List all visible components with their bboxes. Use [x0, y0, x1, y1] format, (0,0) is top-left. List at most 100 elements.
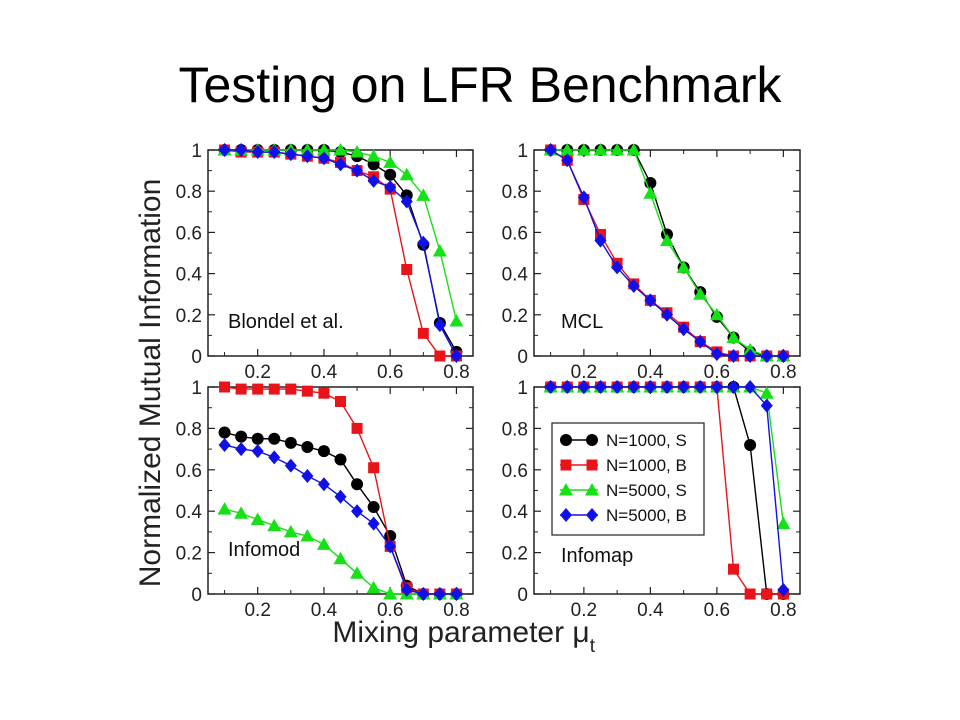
- data-point: [694, 380, 707, 394]
- data-point: [561, 380, 574, 394]
- legend-entry: N=1000, S: [606, 431, 687, 450]
- data-point: [367, 516, 380, 531]
- y-tick-label: 0: [191, 347, 202, 368]
- data-point: [368, 462, 380, 474]
- data-point: [384, 539, 397, 554]
- panel-label: Infomap: [561, 545, 633, 567]
- x-tick-label: 0.6: [704, 362, 730, 383]
- data-point: [661, 380, 673, 394]
- data-point: [283, 524, 298, 538]
- y-tick-label: 0.8: [502, 419, 528, 440]
- data-point: [710, 380, 723, 394]
- data-point: [660, 233, 674, 247]
- data-point: [318, 387, 330, 399]
- data-point: [759, 386, 774, 399]
- x-tick-label: 0.6: [377, 362, 403, 383]
- x-tick-label: 0.8: [770, 600, 796, 621]
- data-point: [627, 278, 640, 293]
- data-point: [367, 173, 380, 188]
- data-point: [726, 330, 741, 343]
- data-point: [399, 167, 414, 181]
- data-point: [351, 163, 364, 178]
- data-point: [416, 188, 431, 201]
- data-point: [576, 143, 591, 156]
- data-point: [251, 444, 264, 459]
- series-3: [544, 380, 790, 597]
- data-point: [594, 233, 607, 248]
- data-point: [561, 153, 574, 168]
- legend-entry: N=1000, B: [606, 456, 687, 475]
- y-tick-label: 0.8: [176, 182, 202, 203]
- y-tick-label: 0.6: [502, 223, 528, 244]
- data-point: [644, 293, 657, 308]
- data-point: [218, 143, 231, 157]
- y-tick-label: 0.6: [502, 461, 528, 482]
- data-point: [417, 587, 430, 601]
- panel-0: 0 0.2 0.4 0.6 0.8 1 0.2 0.4 0.6 0.8 Blondel et al.: [176, 141, 474, 383]
- data-point: [284, 436, 297, 449]
- data-point: [450, 349, 463, 363]
- data-point: [450, 587, 463, 601]
- y-tick-label: 0.8: [176, 419, 202, 440]
- data-point: [334, 453, 347, 466]
- data-point: [367, 501, 380, 514]
- legend-marker: [585, 483, 599, 496]
- data-point: [301, 469, 314, 484]
- x-tick-label: 0.4: [311, 362, 338, 383]
- data-point: [434, 350, 446, 362]
- data-point: [709, 307, 724, 321]
- x-axis-title-main: Mixing parameter μ: [332, 616, 589, 649]
- data-point: [268, 450, 281, 465]
- y-tick-label: 1: [517, 141, 528, 162]
- data-point: [351, 504, 364, 519]
- data-point: [676, 260, 691, 273]
- data-point: [744, 380, 757, 394]
- legend-entry: N=5000, S: [606, 481, 687, 500]
- data-point: [384, 168, 397, 181]
- data-point: [611, 380, 624, 394]
- y-tick-label: 0.4: [502, 502, 529, 523]
- data-point: [334, 489, 347, 504]
- legend-marker: [586, 434, 598, 446]
- y-tick-label: 1: [517, 378, 528, 399]
- data-point: [251, 145, 264, 160]
- data-point: [235, 143, 248, 157]
- data-point: [627, 380, 640, 394]
- data-point: [366, 149, 381, 162]
- panel-label: Infomod: [228, 539, 300, 561]
- data-point: [333, 551, 348, 565]
- data-point: [760, 349, 773, 363]
- data-point: [300, 529, 315, 542]
- x-axis-title-sub: t: [590, 636, 596, 657]
- x-tick-label: 0.8: [443, 362, 469, 383]
- data-point: [643, 186, 658, 199]
- data-point: [317, 445, 330, 458]
- data-point: [777, 582, 790, 597]
- y-tick-label: 0.6: [176, 223, 202, 244]
- data-point: [760, 398, 773, 413]
- data-point: [401, 263, 413, 275]
- data-point: [433, 587, 446, 601]
- data-point: [285, 383, 297, 395]
- x-tick-label: 0.2: [571, 362, 597, 383]
- y-tick-label: 0.2: [176, 306, 202, 327]
- data-point: [317, 477, 330, 492]
- y-tick-label: 0: [517, 585, 528, 606]
- panel-label: MCL: [561, 311, 603, 333]
- data-point: [593, 143, 608, 156]
- data-point: [366, 580, 381, 594]
- panel-3: 0 0.2 0.4 0.6 0.8 1 0.2 0.4 0.6 0.8 Infomap N=1000,…: [502, 378, 801, 621]
- panel-2: 0 0.2 0.4 0.6 0.8 1 0.2 0.4 0.6 0.8 Infomod: [176, 378, 474, 621]
- x-tick-label: 0.8: [443, 600, 469, 621]
- data-point: [252, 383, 264, 395]
- x-tick-label: 0.4: [311, 600, 338, 621]
- data-point: [351, 422, 363, 434]
- data-point: [433, 318, 446, 333]
- x-tick-label: 0.4: [637, 600, 664, 621]
- data-point: [417, 235, 430, 250]
- x-tick-label: 0.2: [571, 600, 597, 621]
- data-point: [560, 143, 575, 156]
- y-tick-label: 0.2: [176, 544, 202, 565]
- panels: 0 0.2 0.4 0.6 0.8 1 0.2 0.4 0.6 0.8 Blondel et al.…: [176, 141, 801, 621]
- data-point: [267, 518, 282, 532]
